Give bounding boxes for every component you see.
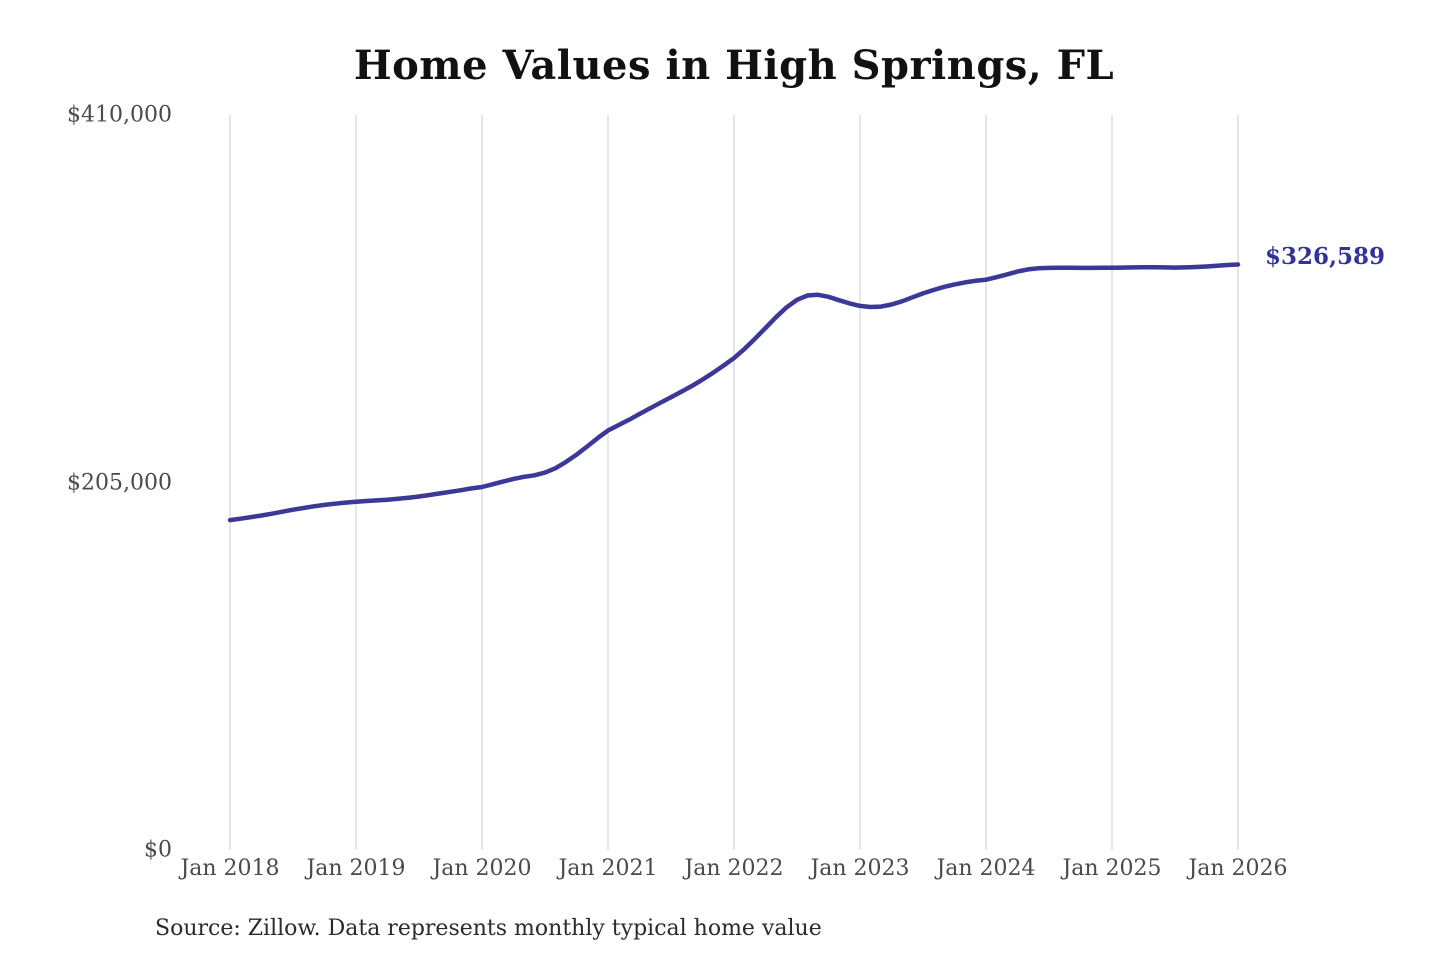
gridlines <box>229 115 1239 850</box>
x-tick-label: Jan 2023 <box>810 856 910 881</box>
x-tick-label: Jan 2026 <box>1188 856 1288 881</box>
chart-title: Home Values in High Springs, FL <box>353 42 1115 89</box>
x-tick-label: Jan 2018 <box>180 856 280 881</box>
home-value-line <box>227 262 1241 523</box>
source-note: Source: Zillow. Data represents monthly … <box>155 916 822 941</box>
y-tick-label: $0 <box>144 837 172 863</box>
y-tick-label: $205,000 <box>67 470 172 495</box>
y-tick-label: $410,000 <box>67 102 172 128</box>
x-tick-label: Jan 2024 <box>936 856 1036 881</box>
x-tick-label: Jan 2022 <box>684 856 784 881</box>
x-tick-label: Jan 2025 <box>1062 856 1162 881</box>
current-value-label: $326,589 <box>1265 242 1386 270</box>
x-tick-label: Jan 2019 <box>306 856 406 881</box>
x-tick-label: Jan 2020 <box>432 856 532 881</box>
x-tick-label: Jan 2021 <box>558 856 658 881</box>
